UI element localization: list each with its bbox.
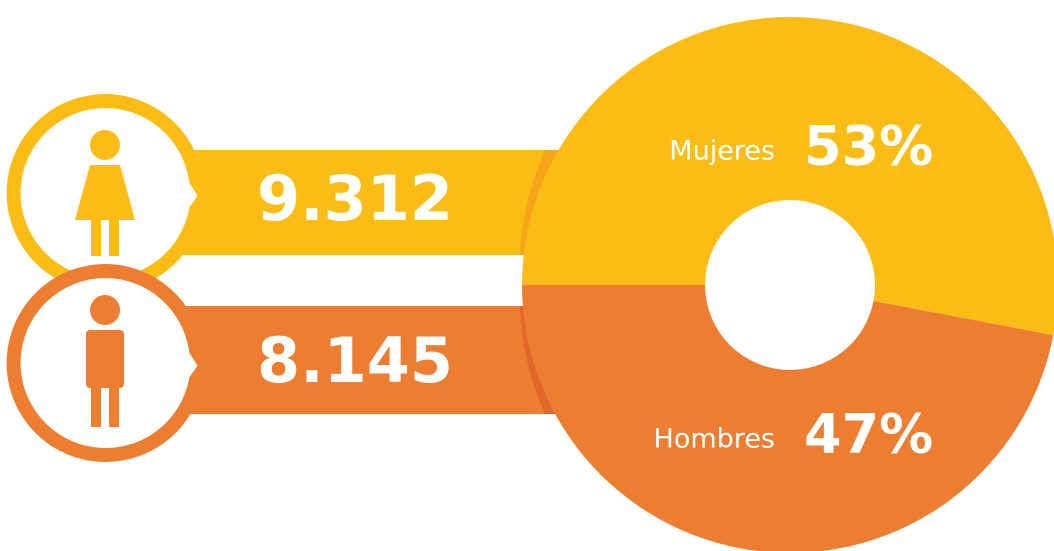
woman-icon [6,93,215,292]
pie [522,16,1054,551]
data-label: 53% [804,115,933,178]
pie-slice [522,285,1054,551]
legend-label: Mujeres [669,136,775,167]
man-icon [6,263,215,462]
band-women [150,150,570,255]
legend-label: Hombres [654,424,775,455]
donut-hole [705,200,875,370]
count-label: 9.312 [257,162,453,235]
data-label: 47% [804,403,933,466]
band-men [150,306,570,414]
count-label: 8.145 [257,324,453,397]
pie-slice [522,16,1054,336]
